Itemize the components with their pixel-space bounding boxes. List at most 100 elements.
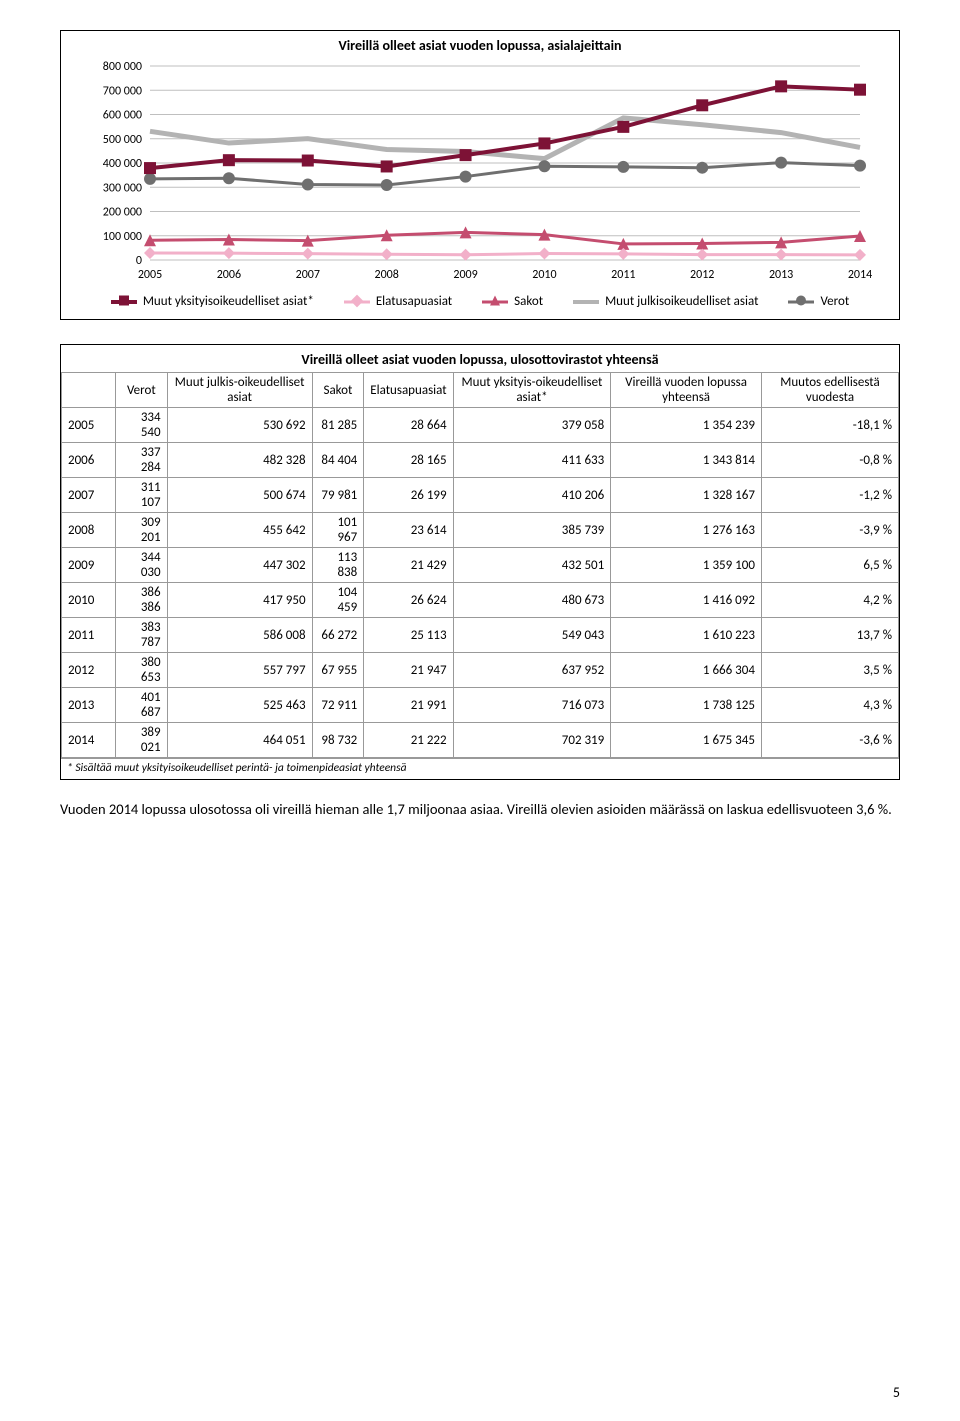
col-header: Elatusapuasiat <box>364 373 453 408</box>
page: Vireillä olleet asiat vuoden lopussa, as… <box>0 0 960 1421</box>
data-cell: 3,5 % <box>761 653 898 688</box>
svg-text:800 000: 800 000 <box>103 60 142 74</box>
data-cell: 101 967 <box>312 513 364 548</box>
table-row: 2012380 653557 79767 95521 947637 9521 6… <box>62 653 899 688</box>
data-cell: 26 199 <box>364 478 453 513</box>
svg-text:2006: 2006 <box>217 268 241 282</box>
data-cell: 67 955 <box>312 653 364 688</box>
year-cell: 2011 <box>62 618 116 653</box>
legend-item: Verot <box>788 294 849 309</box>
data-cell: 4,2 % <box>761 583 898 618</box>
data-cell: 84 404 <box>312 443 364 478</box>
legend-label: Muut yksityisoikeudelliset asiat* <box>143 294 314 309</box>
svg-text:2010: 2010 <box>532 268 556 282</box>
legend-swatch <box>788 296 814 308</box>
data-cell: 432 501 <box>453 548 611 583</box>
year-cell: 2009 <box>62 548 116 583</box>
svg-text:200 000: 200 000 <box>103 206 142 220</box>
table-row: 2009344 030447 302113 83821 429432 5011 … <box>62 548 899 583</box>
data-cell: 113 838 <box>312 548 364 583</box>
col-header: Verot <box>116 373 168 408</box>
data-cell: 1 738 125 <box>611 688 762 723</box>
year-cell: 2007 <box>62 478 116 513</box>
year-cell: 2013 <box>62 688 116 723</box>
data-cell: 23 614 <box>364 513 453 548</box>
year-cell: 2010 <box>62 583 116 618</box>
data-cell: 1 610 223 <box>611 618 762 653</box>
data-cell: 525 463 <box>167 688 312 723</box>
data-cell: 482 328 <box>167 443 312 478</box>
data-cell: 79 981 <box>312 478 364 513</box>
svg-text:2007: 2007 <box>296 268 320 282</box>
data-cell: -18,1 % <box>761 408 898 443</box>
svg-text:600 000: 600 000 <box>103 109 142 123</box>
year-cell: 2012 <box>62 653 116 688</box>
data-cell: 334 540 <box>116 408 168 443</box>
table-header-row: VerotMuut julkis-oikeudelliset asiatSako… <box>62 373 899 408</box>
year-cell: 2006 <box>62 443 116 478</box>
svg-text:2012: 2012 <box>690 268 714 282</box>
body-paragraph: Vuoden 2014 lopussa ulosotossa oli virei… <box>60 800 900 820</box>
page-number: 5 <box>893 1384 900 1401</box>
year-cell: 2008 <box>62 513 116 548</box>
year-cell: 2005 <box>62 408 116 443</box>
table-row: 2008309 201455 642101 96723 614385 7391 … <box>62 513 899 548</box>
data-cell: 21 429 <box>364 548 453 583</box>
data-cell: 1 354 239 <box>611 408 762 443</box>
legend-label: Elatusapuasiat <box>376 294 452 309</box>
table-row: 2005334 540530 69281 28528 664379 0581 3… <box>62 408 899 443</box>
svg-text:2009: 2009 <box>453 268 477 282</box>
col-header: Muutos edellisestä vuodesta <box>761 373 898 408</box>
data-cell: -3,9 % <box>761 513 898 548</box>
data-cell: 309 201 <box>116 513 168 548</box>
data-cell: 1 416 092 <box>611 583 762 618</box>
data-cell: 411 633 <box>453 443 611 478</box>
data-cell: 379 058 <box>453 408 611 443</box>
legend-swatch <box>482 296 508 308</box>
data-cell: 410 206 <box>453 478 611 513</box>
chart-legend: Muut yksityisoikeudelliset asiat* Elatus… <box>71 294 889 309</box>
data-cell: 26 624 <box>364 583 453 618</box>
svg-text:400 000: 400 000 <box>103 157 142 171</box>
data-cell: 1 359 100 <box>611 548 762 583</box>
legend-swatch <box>111 296 137 308</box>
data-cell: 549 043 <box>453 618 611 653</box>
svg-text:2013: 2013 <box>769 268 793 282</box>
svg-text:2008: 2008 <box>375 268 399 282</box>
data-cell: 72 911 <box>312 688 364 723</box>
data-cell: 311 107 <box>116 478 168 513</box>
data-table: Vireillä olleet asiat vuoden lopussa, ul… <box>61 345 899 758</box>
data-cell: 586 008 <box>167 618 312 653</box>
data-cell: 380 653 <box>116 653 168 688</box>
col-header: Sakot <box>312 373 364 408</box>
col-header: Vireillä vuoden lopussa yhteensä <box>611 373 762 408</box>
svg-text:2005: 2005 <box>138 268 162 282</box>
data-cell: 480 673 <box>453 583 611 618</box>
svg-text:0: 0 <box>136 254 142 268</box>
data-cell: 389 021 <box>116 723 168 758</box>
legend-swatch <box>573 296 599 308</box>
table-row: 2011383 787586 00866 27225 113549 0431 6… <box>62 618 899 653</box>
chart-svg: 0100 000200 000300 000400 000500 000600 … <box>80 58 880 288</box>
data-cell: 500 674 <box>167 478 312 513</box>
chart-title: Vireillä olleet asiat vuoden lopussa, as… <box>71 37 889 54</box>
data-cell: 337 284 <box>116 443 168 478</box>
data-cell: 447 302 <box>167 548 312 583</box>
table-row: 2007311 107500 67479 98126 199410 2061 3… <box>62 478 899 513</box>
legend-label: Muut julkisoikeudelliset asiat <box>605 294 758 309</box>
data-cell: 21 222 <box>364 723 453 758</box>
table-row: 2010386 386417 950104 45926 624480 6731 … <box>62 583 899 618</box>
svg-text:700 000: 700 000 <box>103 84 142 98</box>
data-cell: 21 947 <box>364 653 453 688</box>
data-cell: 417 950 <box>167 583 312 618</box>
table-row: 2014389 021464 05198 73221 222702 3191 6… <box>62 723 899 758</box>
data-cell: 4,3 % <box>761 688 898 723</box>
col-header: Muut julkis-oikeudelliset asiat <box>167 373 312 408</box>
legend-item: Muut yksityisoikeudelliset asiat* <box>111 294 314 309</box>
data-cell: 716 073 <box>453 688 611 723</box>
data-cell: 530 692 <box>167 408 312 443</box>
data-cell: 1 343 814 <box>611 443 762 478</box>
chart-container: Vireillä olleet asiat vuoden lopussa, as… <box>60 30 900 320</box>
table-title: Vireillä olleet asiat vuoden lopussa, ul… <box>62 345 899 373</box>
data-cell: 401 687 <box>116 688 168 723</box>
